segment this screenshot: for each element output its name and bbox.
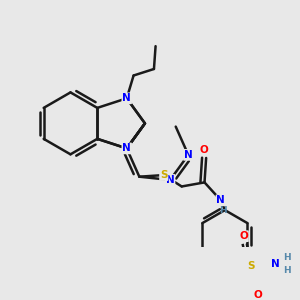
Text: N: N xyxy=(184,150,193,160)
Text: N: N xyxy=(271,259,280,269)
Text: S: S xyxy=(247,260,255,271)
Text: N: N xyxy=(166,175,175,185)
Text: H: H xyxy=(283,266,291,275)
Text: O: O xyxy=(199,145,208,155)
Text: H: H xyxy=(219,206,227,214)
Text: O: O xyxy=(254,290,263,300)
Text: N: N xyxy=(122,93,131,103)
Text: N: N xyxy=(122,143,131,153)
Text: N: N xyxy=(216,195,225,205)
Text: O: O xyxy=(239,231,248,241)
Text: H: H xyxy=(283,253,291,262)
Text: S: S xyxy=(160,170,167,180)
